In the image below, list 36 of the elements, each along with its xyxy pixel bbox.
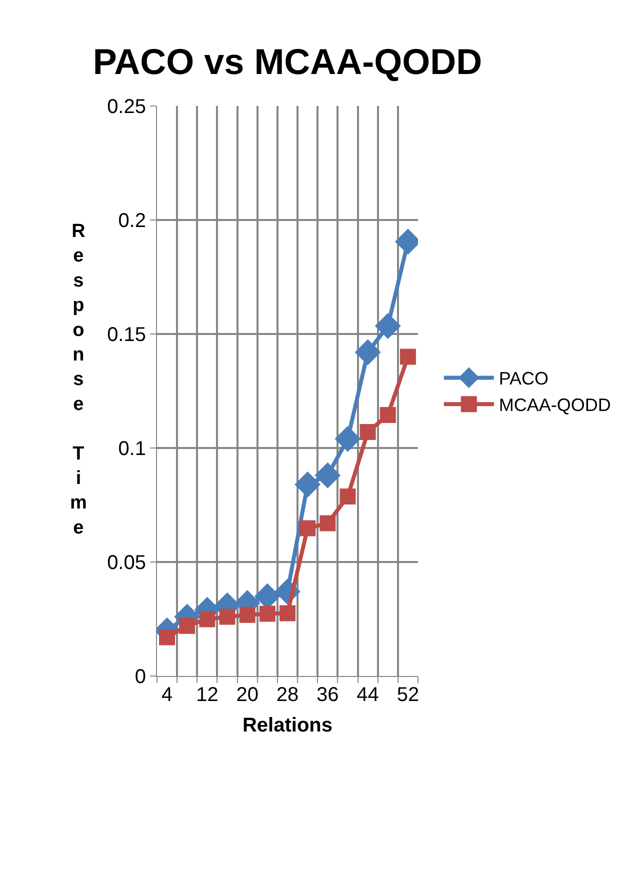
- point: [314, 462, 341, 488]
- point: [380, 406, 396, 423]
- chart-title: PACO vs MCAA-QODD: [92, 40, 482, 82]
- point: [360, 424, 376, 440]
- point: [320, 515, 336, 532]
- y-tick-label: 0: [134, 666, 146, 688]
- point: [280, 605, 296, 622]
- text: Response Time: [70, 221, 87, 538]
- point: [374, 313, 401, 340]
- y-tick-label: 0.05: [107, 552, 146, 574]
- point: [179, 618, 196, 634]
- x-tick-label: 12: [196, 684, 218, 706]
- x-axis-title: Relations: [242, 714, 333, 736]
- point: [259, 606, 276, 622]
- x-tick-label: 44: [356, 684, 379, 706]
- legend-label: PACO: [498, 368, 549, 389]
- point: [400, 348, 416, 365]
- y-tick-label: 0.25: [107, 96, 146, 118]
- y-tick-label: 0.2: [118, 210, 146, 232]
- x-tick-label: 4: [161, 684, 173, 706]
- y-tick-label: 0.15: [107, 324, 146, 346]
- x-tick-label: 52: [396, 684, 420, 706]
- point: [334, 426, 361, 452]
- point: [199, 611, 216, 628]
- x-tick-label: 28: [276, 684, 299, 706]
- y-tick-label: 0.1: [118, 438, 146, 460]
- x-tick-label: 20: [236, 684, 258, 706]
- point: [354, 339, 381, 366]
- x-tick-label: 36: [316, 684, 339, 706]
- point: [294, 471, 321, 498]
- point: [159, 629, 176, 646]
- legend-label: MCAA-QODD: [498, 395, 611, 416]
- point: [300, 520, 316, 536]
- point: [239, 606, 256, 623]
- point: [340, 488, 356, 505]
- point: [219, 608, 236, 625]
